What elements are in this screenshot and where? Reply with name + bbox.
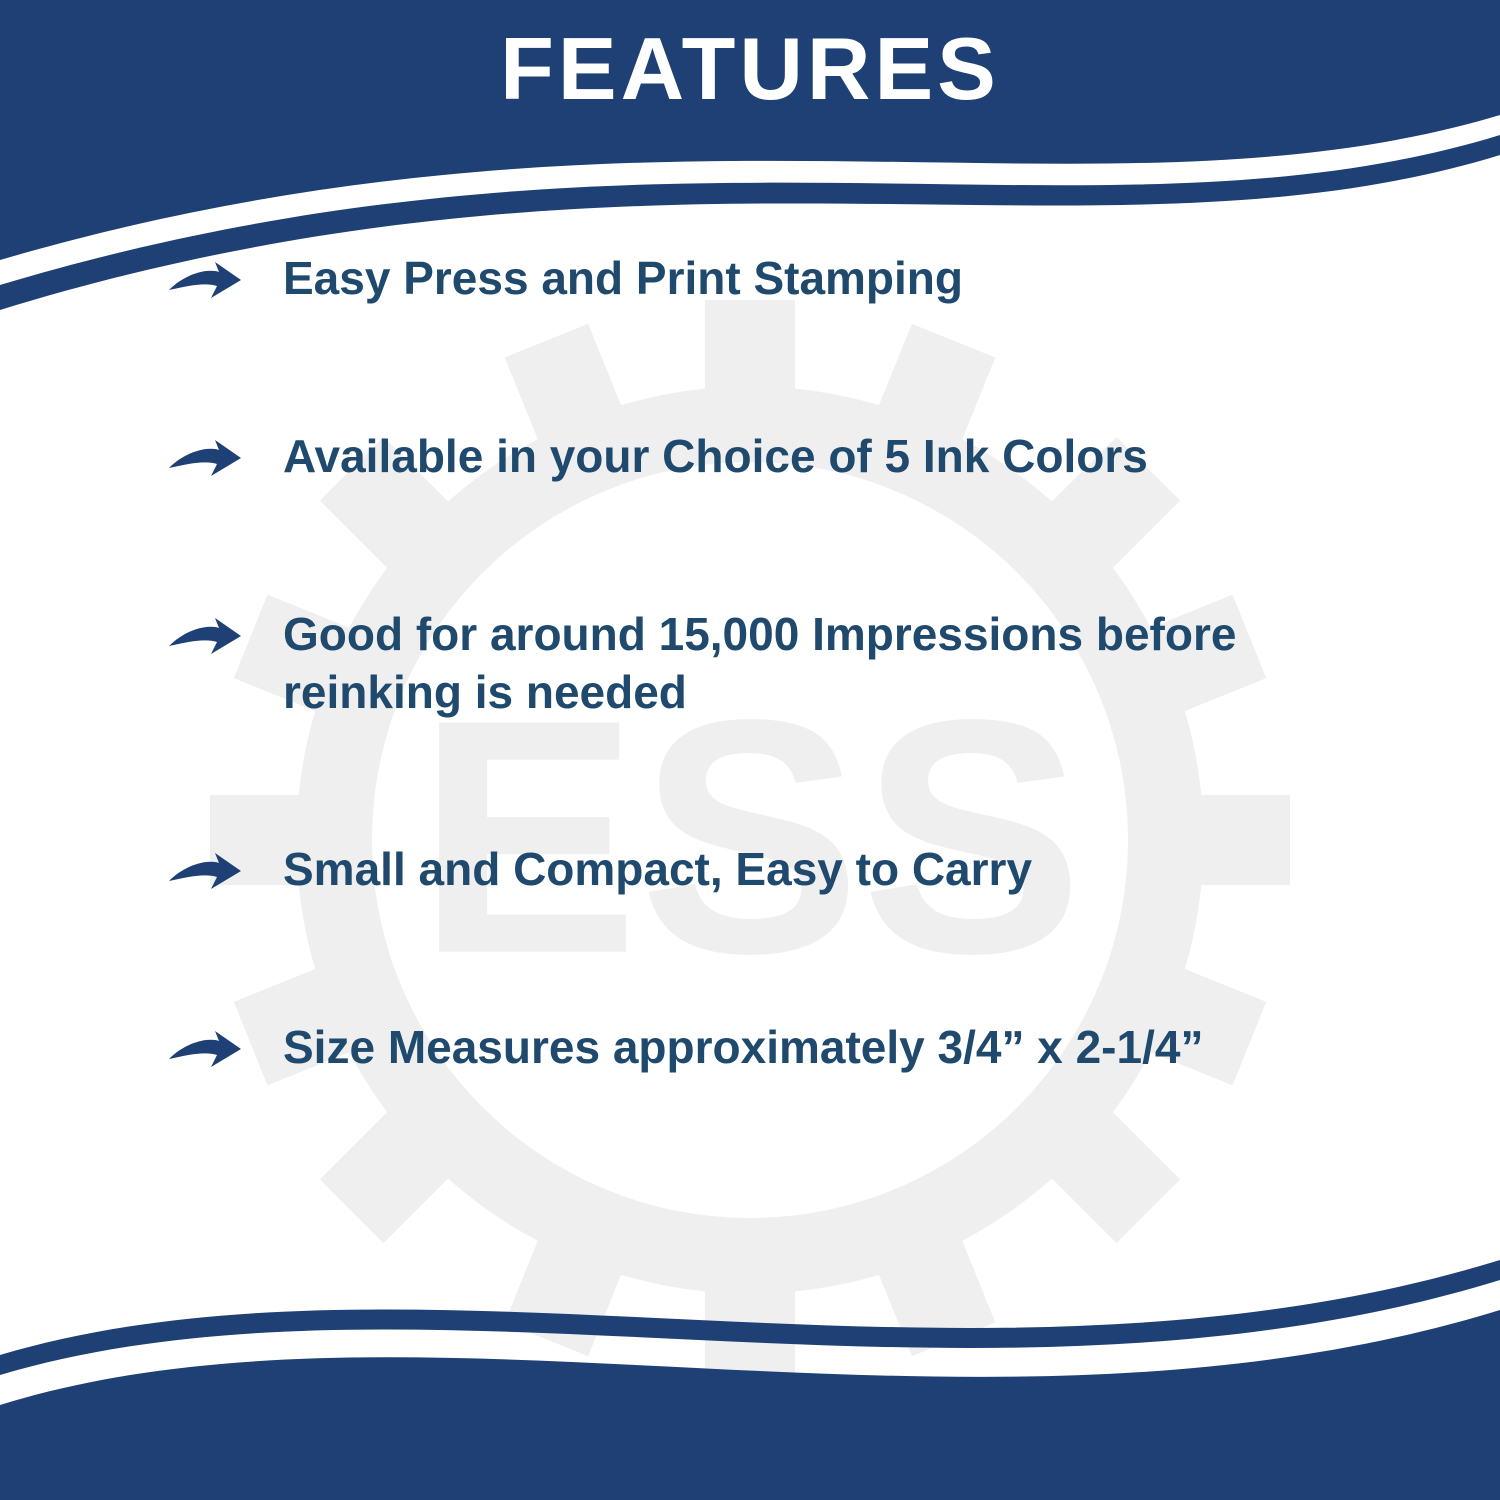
feature-item: Good for around 15,000 Impressions befor…: [165, 606, 1345, 721]
arrow-right-icon: [165, 256, 243, 308]
arrow-right-icon: [165, 1025, 243, 1077]
feature-item: Available in your Choice of 5 Ink Colors: [165, 428, 1345, 486]
arrow-right-icon: [165, 847, 243, 899]
page-title: FEATURES: [0, 18, 1500, 120]
footer-wave: [0, 1160, 1500, 1500]
feature-text: Good for around 15,000 Impressions befor…: [283, 606, 1345, 721]
features-list: Easy Press and Print Stamping Available …: [165, 250, 1345, 1197]
arrow-right-icon: [165, 434, 243, 486]
feature-item: Small and Compact, Easy to Carry: [165, 841, 1345, 899]
feature-text: Easy Press and Print Stamping: [283, 250, 963, 308]
feature-item: Size Measures approximately 3/4” x 2-1/4…: [165, 1019, 1345, 1077]
feature-text: Size Measures approximately 3/4” x 2-1/4…: [283, 1019, 1203, 1077]
arrow-right-icon: [165, 612, 243, 664]
infographic-canvas: ESS FEATURES Easy Press and Print Stampi…: [0, 0, 1500, 1500]
feature-item: Easy Press and Print Stamping: [165, 250, 1345, 308]
feature-text: Small and Compact, Easy to Carry: [283, 841, 1032, 899]
feature-text: Available in your Choice of 5 Ink Colors: [283, 428, 1148, 486]
